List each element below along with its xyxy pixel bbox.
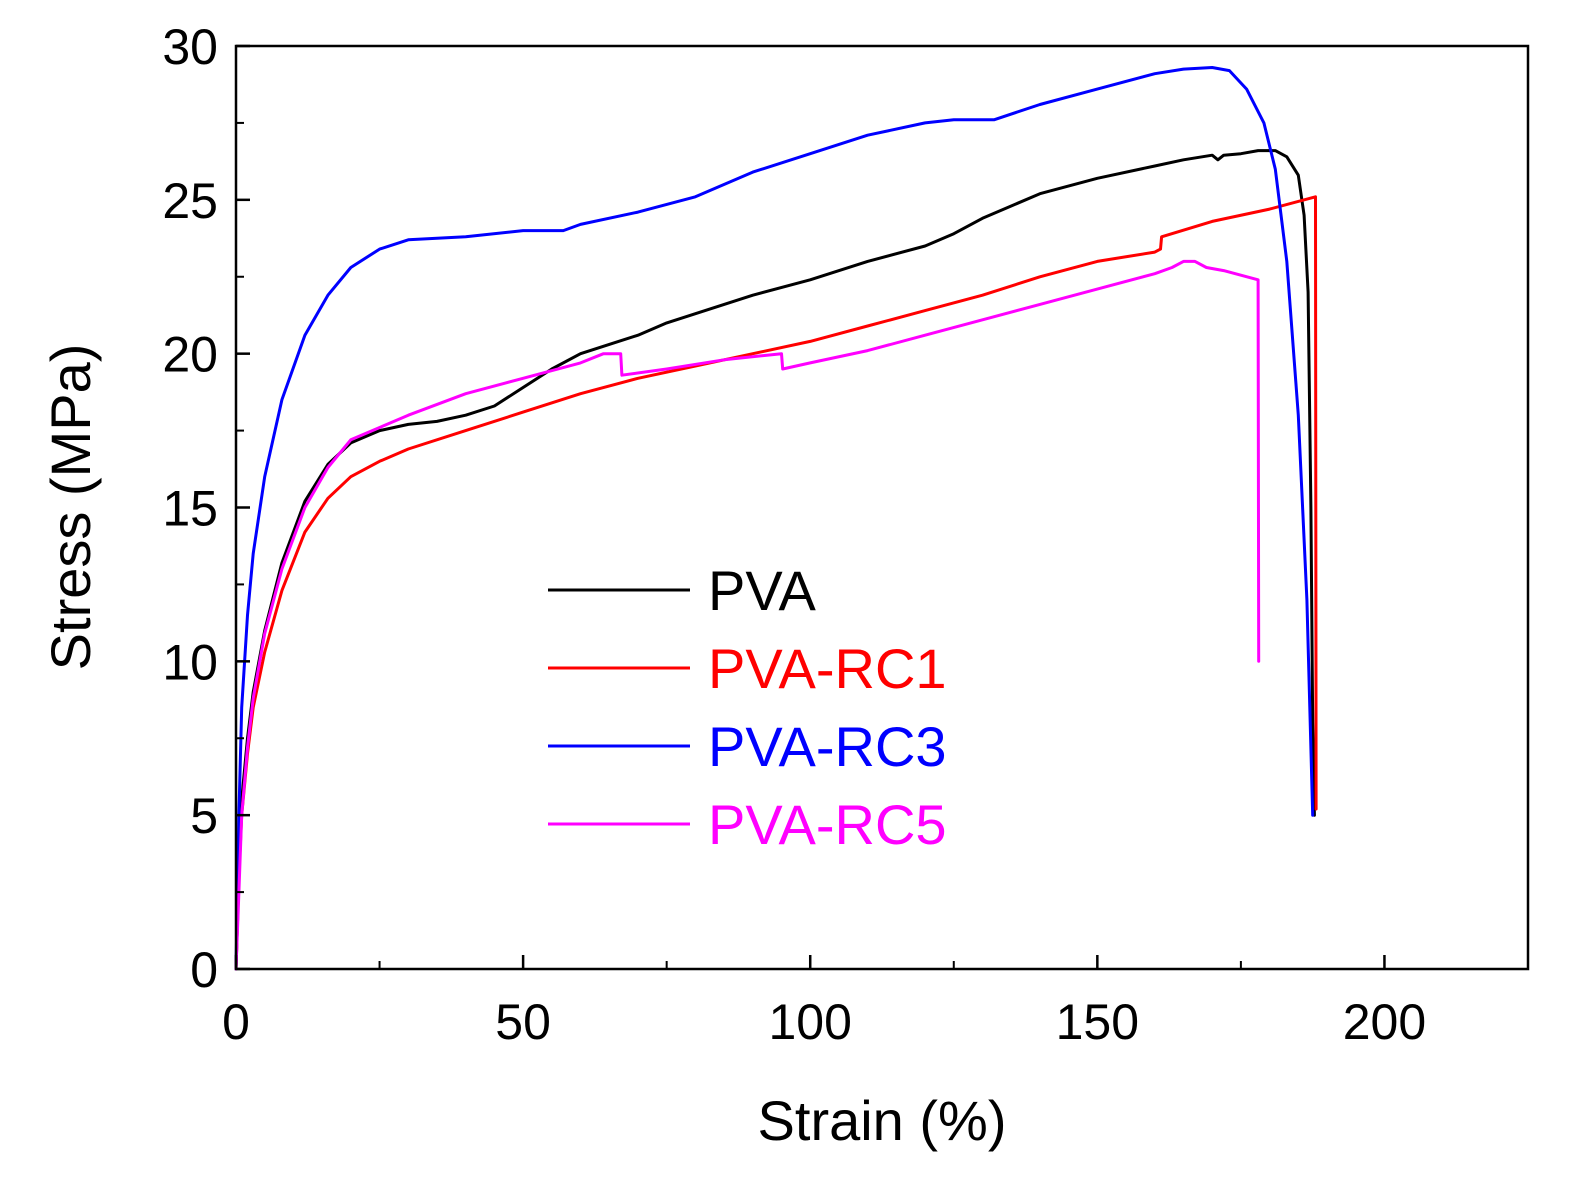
x-tick-label: 150 <box>1056 994 1139 1050</box>
x-tick-label: 50 <box>495 994 551 1050</box>
series-line-pva-rc5 <box>234 259 1261 971</box>
y-tick-label: 5 <box>190 788 218 844</box>
y-tick-label: 30 <box>162 19 218 75</box>
y-tick-label: 25 <box>162 173 218 229</box>
x-axis-title: Strain (%) <box>758 1089 1007 1152</box>
series-line-pva-rc1 <box>234 195 1318 971</box>
y-tick-label: 10 <box>162 634 218 690</box>
x-tick-label: 100 <box>769 994 852 1050</box>
x-tick-label: 0 <box>222 994 250 1050</box>
plot-frame <box>234 44 1530 971</box>
legend-label-pva-rc5: PVA-RC5 <box>708 793 947 856</box>
legend-label-pva: PVA <box>708 559 817 622</box>
y-axis-title: Stress (MPa) <box>39 344 102 671</box>
y-tick-label: 0 <box>190 942 218 998</box>
y-tick-label: 15 <box>162 481 218 537</box>
y-tick-label: 20 <box>162 327 218 383</box>
series-layer <box>234 66 1318 971</box>
x-tick-label: 200 <box>1343 994 1426 1050</box>
series-line-pva-rc3 <box>234 66 1315 971</box>
legend: PVA PVA-RC1 PVA-RC3 PVA-RC5 <box>548 559 947 856</box>
tick-labels: 0 50 100 150 200 0 5 10 15 20 25 30 <box>162 19 1426 1050</box>
series-line-pva <box>234 149 1316 971</box>
legend-label-pva-rc3: PVA-RC3 <box>708 715 947 778</box>
legend-label-pva-rc1: PVA-RC1 <box>708 637 947 700</box>
